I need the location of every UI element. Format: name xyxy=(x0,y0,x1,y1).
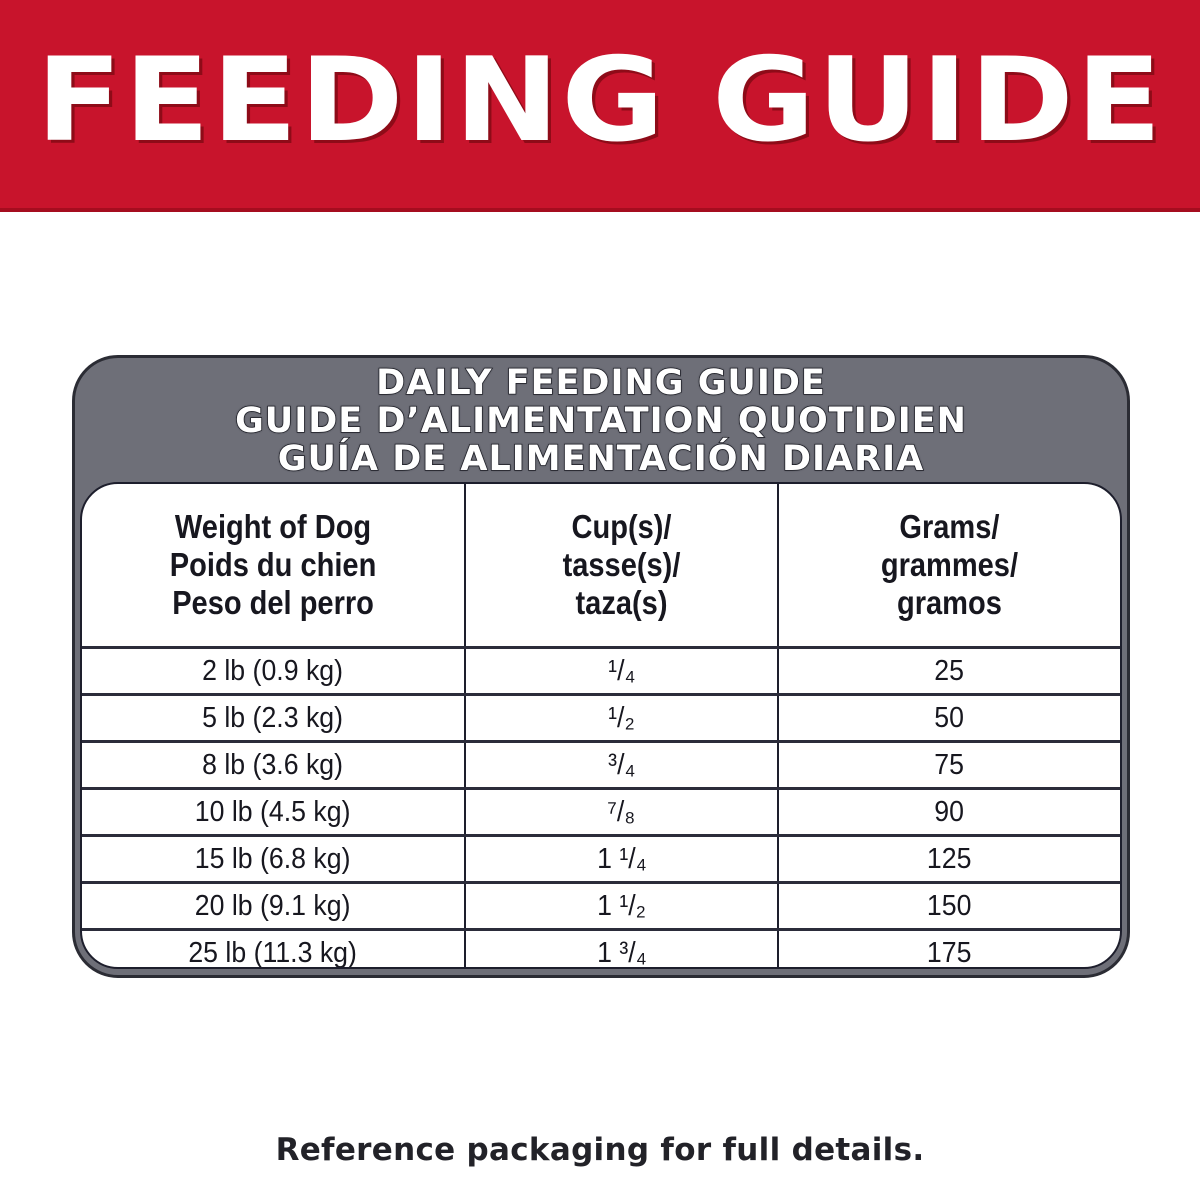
feeding-guide-panel: DAILY FEEDING GUIDE GUIDE D’ALIMENTATION… xyxy=(72,355,1130,978)
grams-cell: 25 xyxy=(777,647,1120,696)
banner-title: FEEDING GUIDE xyxy=(36,32,1164,168)
table-row: 15 lb (6.8 kg) 1 ¹/₄ 125 xyxy=(82,835,1120,884)
cups-cell: 1 ¹/₄ xyxy=(464,835,778,884)
column-header-line: Cup(s)/ xyxy=(571,508,672,545)
panel-header-english: DAILY FEEDING GUIDE xyxy=(375,363,826,403)
cups-value: ¹/₄ xyxy=(607,654,636,687)
weight-cell: 10 lb (4.5 kg) xyxy=(82,788,465,837)
grams-value: 90 xyxy=(934,795,965,828)
column-header-line: Poids du chien xyxy=(169,546,377,583)
weight-value: 10 lb (4.5 kg) xyxy=(195,795,351,828)
weight-cell: 25 lb (11.3 kg) xyxy=(82,930,465,969)
grams-value: 25 xyxy=(934,654,965,687)
cups-cell: ¹/₂ xyxy=(464,694,778,743)
column-header-line: gramos xyxy=(896,584,1002,621)
table-row: 8 lb (3.6 kg) ³/₄ 75 xyxy=(82,741,1120,790)
column-header-weight: Weight of Dog Poids du chien Peso del pe… xyxy=(104,484,443,649)
grams-value: 175 xyxy=(927,936,972,969)
column-header-line: taza(s) xyxy=(575,584,668,621)
column-header-cups: Cup(s)/ tasse(s)/ taza(s) xyxy=(482,484,760,649)
cups-value: ¹/₂ xyxy=(608,701,635,734)
footer-note: Reference packaging for full details. xyxy=(275,1132,925,1168)
table-row: 2 lb (0.9 kg) ¹/₄ 25 xyxy=(82,647,1120,696)
column-header-line: grammes/ xyxy=(880,546,1019,583)
grams-cell: 125 xyxy=(777,835,1120,884)
grams-cell: 150 xyxy=(777,882,1120,931)
feeding-table: Weight of Dog Poids du chien Peso del pe… xyxy=(82,484,1120,969)
weight-cell: 5 lb (2.3 kg) xyxy=(82,694,465,743)
weight-value: 25 lb (11.3 kg) xyxy=(188,936,358,969)
column-header-line: Weight of Dog xyxy=(174,508,372,545)
column-header-grams: Grams/ grammes/ gramos xyxy=(797,484,1100,649)
cups-value: 1 ¹/₂ xyxy=(597,889,646,922)
weight-value: 2 lb (0.9 kg) xyxy=(202,654,344,687)
grams-value: 150 xyxy=(927,889,972,922)
cups-value: 1 ³/₄ xyxy=(596,936,647,969)
grams-value: 50 xyxy=(934,701,965,734)
table-row: 25 lb (11.3 kg) 1 ³/₄ 175 xyxy=(82,929,1120,969)
column-header-line: tasse(s)/ xyxy=(562,546,681,583)
grams-cell: 50 xyxy=(777,694,1120,743)
weight-cell: 8 lb (3.6 kg) xyxy=(82,741,465,790)
cups-value: 1 ¹/₄ xyxy=(596,842,647,875)
weight-cell: 20 lb (9.1 kg) xyxy=(82,882,465,931)
weight-value: 8 lb (3.6 kg) xyxy=(202,748,344,781)
weight-value: 5 lb (2.3 kg) xyxy=(202,701,344,734)
grams-cell: 175 xyxy=(777,929,1120,969)
grams-cell: 75 xyxy=(777,741,1120,790)
table-row: 10 lb (4.5 kg) ⁷/₈ 90 xyxy=(82,788,1120,837)
column-header-line: Peso del perro xyxy=(172,584,374,621)
feeding-table-container: Weight of Dog Poids du chien Peso del pe… xyxy=(80,482,1122,969)
table-row: 5 lb (2.3 kg) ¹/₂ 50 xyxy=(82,694,1120,743)
grams-cell: 90 xyxy=(777,788,1120,837)
cups-cell: ⁷/₈ xyxy=(464,788,778,837)
title-banner: FEEDING GUIDE xyxy=(0,0,1200,212)
panel-header-spanish: GUÍA DE ALIMENTACIÓN DIARIA xyxy=(277,439,925,479)
panel-header-french: GUIDE D’ALIMENTATION QUOTIDIEN xyxy=(234,401,967,441)
column-header-line: Grams/ xyxy=(899,508,1000,545)
cups-value: ³/₄ xyxy=(607,748,636,781)
cups-value: ⁷/₈ xyxy=(607,795,636,828)
cups-cell: 1 ¹/₂ xyxy=(464,882,778,931)
cups-cell: 1 ³/₄ xyxy=(464,929,778,969)
grams-value: 75 xyxy=(934,748,965,781)
weight-cell: 15 lb (6.8 kg) xyxy=(82,835,465,884)
cups-cell: ³/₄ xyxy=(464,741,778,790)
weight-value: 20 lb (9.1 kg) xyxy=(195,889,351,922)
grams-value: 125 xyxy=(927,842,972,875)
table-header-row: Weight of Dog Poids du chien Peso del pe… xyxy=(82,484,1120,649)
weight-cell: 2 lb (0.9 kg) xyxy=(82,647,465,696)
cups-cell: ¹/₄ xyxy=(464,647,778,696)
panel-header: DAILY FEEDING GUIDE GUIDE D’ALIMENTATION… xyxy=(75,363,1127,479)
weight-value: 15 lb (6.8 kg) xyxy=(195,842,351,875)
table-row: 20 lb (9.1 kg) 1 ¹/₂ 150 xyxy=(82,882,1120,931)
